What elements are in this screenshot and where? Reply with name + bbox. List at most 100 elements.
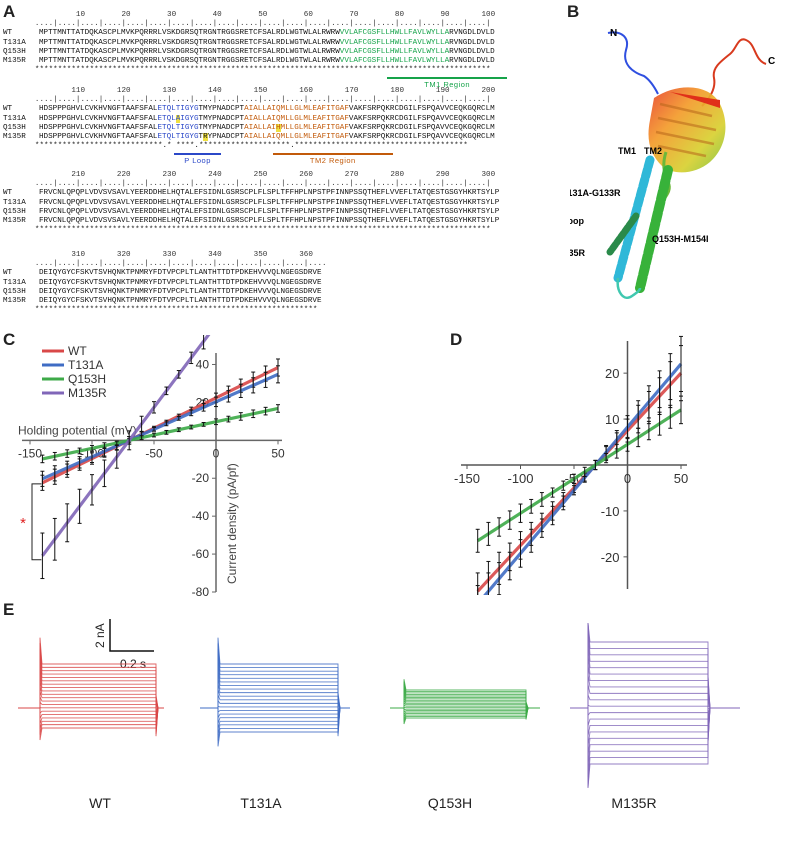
sequence-segment: HDSPPPGHVLCVKHVNGFTAAFSFAL	[39, 132, 158, 141]
ruler-ticks: ....|....|....|....|....|....|....|....|…	[3, 96, 495, 105]
current-trace	[570, 622, 740, 743]
sequence-segment: AIALLAIQMLLGLMLEAFITGAF	[244, 132, 349, 141]
sequence-segment: R	[203, 132, 208, 141]
error-bar	[52, 451, 57, 461]
current-trace	[570, 700, 740, 726]
error-bar	[40, 470, 45, 487]
error-bar	[189, 424, 194, 430]
consensus-row: ****************************************…	[3, 306, 327, 315]
current-trace	[200, 637, 350, 737]
sequence-row: M135R MPTTMNTTATDQKASCPLMVKPQRRRLVSKDGRSQ…	[3, 57, 495, 66]
error-bar	[139, 435, 144, 441]
error-bar	[176, 427, 181, 433]
error-bar	[486, 572, 491, 595]
panel-label-b: B	[567, 2, 580, 21]
sequence-segment: AIALLAIQMLLGLMLEAFITGAF	[244, 105, 349, 114]
sequence-segment: A	[175, 114, 181, 123]
current-trace	[570, 622, 740, 743]
sequence-segment: AIALLAIQMLLGLMLEAFITGAF	[244, 114, 349, 123]
mutation-label-q153h-m154i: Q153H-M154I	[652, 234, 709, 244]
error-bar	[152, 401, 156, 414]
position-ruler: 10 20 30 40 50 60 70 80 90 100	[3, 11, 495, 20]
error-bar	[251, 377, 256, 394]
current-trace	[200, 692, 350, 747]
error-bar	[518, 503, 523, 523]
sequence-row: Q153H DEIQYGYCFSKVTSVHQNKTPNMRYFDTVPCPLTL…	[3, 288, 327, 297]
legend-label-q153h: Q153H	[68, 372, 106, 386]
sequence-row: WT FRVCNLQPQPLVDVSVSAVLYEERDDHELHQTALEFSI…	[3, 189, 499, 198]
current-trace	[200, 701, 350, 724]
x-tick-label: -50	[145, 446, 163, 460]
sequence-segment: YPNADCPT	[207, 132, 245, 141]
y-tick-label: 40	[196, 357, 210, 371]
sequence-name: T131A	[3, 278, 26, 287]
sequence-segment: FRVCNLQPQPLVDVSVSAVLYEERDDHELHQTALEFSIDN…	[39, 216, 500, 225]
sequence-name: M135R	[3, 296, 26, 305]
error-bar	[214, 418, 218, 426]
ruler-numbers: 110 120 130 140 150 160 170 180 190 200	[34, 87, 496, 95]
error-bar	[65, 503, 70, 543]
current-traces: 2 nA0.2 s	[18, 619, 740, 789]
x-axis-label: Holding potential (mV)	[18, 423, 137, 437]
beta-sheet-region	[648, 87, 726, 173]
error-bar	[604, 453, 609, 464]
tm2-helix	[635, 165, 673, 293]
current-trace	[570, 622, 740, 743]
c-terminal-loop	[701, 38, 767, 107]
current-trace	[570, 704, 740, 710]
error-bar	[226, 390, 231, 403]
current-trace	[200, 699, 350, 713]
error-bar	[189, 351, 194, 365]
error-bar	[657, 370, 662, 409]
position-ruler: 210 220 230 240 250 260 270 280 290 300	[3, 171, 499, 180]
sequence-segment: MPTTMNTTATDQKASCPLMVKPQRRRLVSKDGRSQTRGNT…	[39, 29, 340, 38]
sequence-segment: MPTTMNTTATDQKASCPLMVKPQRRRLVSKDGRSQTRGNT…	[39, 56, 340, 65]
sequence-segment: IGYG	[180, 114, 199, 123]
panel-label-a: A	[3, 2, 16, 21]
mutation-label-t131a-g133r: T131A-G133R	[570, 188, 621, 198]
error-bar	[90, 444, 94, 452]
panel-label-c: C	[3, 330, 16, 349]
consensus-symbols: ****************************************…	[34, 66, 491, 75]
sequence-row: Q153H HDSPPPGHVLCVKHVNGFTAAFSFALETQLTIGYG…	[3, 123, 495, 133]
error-bar	[65, 460, 70, 475]
sequence-segment: ETQLTIGYG	[157, 105, 199, 114]
legend-label-m135r: M135R	[68, 386, 107, 400]
sequence-segment: H	[275, 123, 281, 132]
sequence-segment: ETQLTIGYG	[157, 123, 199, 132]
error-bar	[679, 395, 683, 425]
y-tick-label: -20	[601, 550, 620, 565]
sequence-name: M135R	[3, 132, 26, 141]
error-bar	[486, 521, 491, 546]
error-bar	[152, 432, 156, 438]
error-bar	[214, 396, 218, 408]
error-bar	[276, 365, 280, 384]
current-trace	[200, 671, 350, 723]
alignment-block: 110 120 130 140 150 160 170 180 190 200 …	[3, 87, 495, 151]
error-bar	[497, 517, 502, 537]
series-line-q153h	[476, 408, 682, 543]
error-bar	[238, 412, 243, 421]
y-tick-label: 10	[605, 412, 619, 427]
x-tick-label: 0	[213, 446, 220, 460]
current-trace	[570, 663, 740, 726]
tm2-region-label: TM2 Region	[309, 156, 356, 166]
error-bar	[507, 510, 512, 530]
ruler-numbers: 310 320 330 340 350 360	[34, 251, 313, 259]
y-tick-label: 20	[605, 366, 619, 381]
error-bar	[201, 421, 206, 427]
sequence-segment: DEIQYGYCFSKVTSVHQNKTPNMRYFDTVPCPLTLANTHT…	[39, 287, 322, 296]
sequence-segment: RVNGDLDVLD	[449, 29, 495, 38]
series-line-q153h	[42, 406, 279, 461]
current-trace	[570, 643, 740, 734]
error-bar	[529, 498, 534, 514]
error-bar	[507, 551, 512, 581]
error-bar	[164, 386, 169, 396]
tm1-region-bar	[387, 77, 507, 80]
error-bar	[657, 411, 662, 436]
y-axis-label: Current density (pA/pf)	[225, 463, 239, 584]
sequence-name: WT	[3, 105, 13, 114]
alignment-block: 10 20 30 40 50 60 70 80 90 100 ....|....…	[3, 11, 495, 75]
error-bar	[52, 517, 57, 561]
